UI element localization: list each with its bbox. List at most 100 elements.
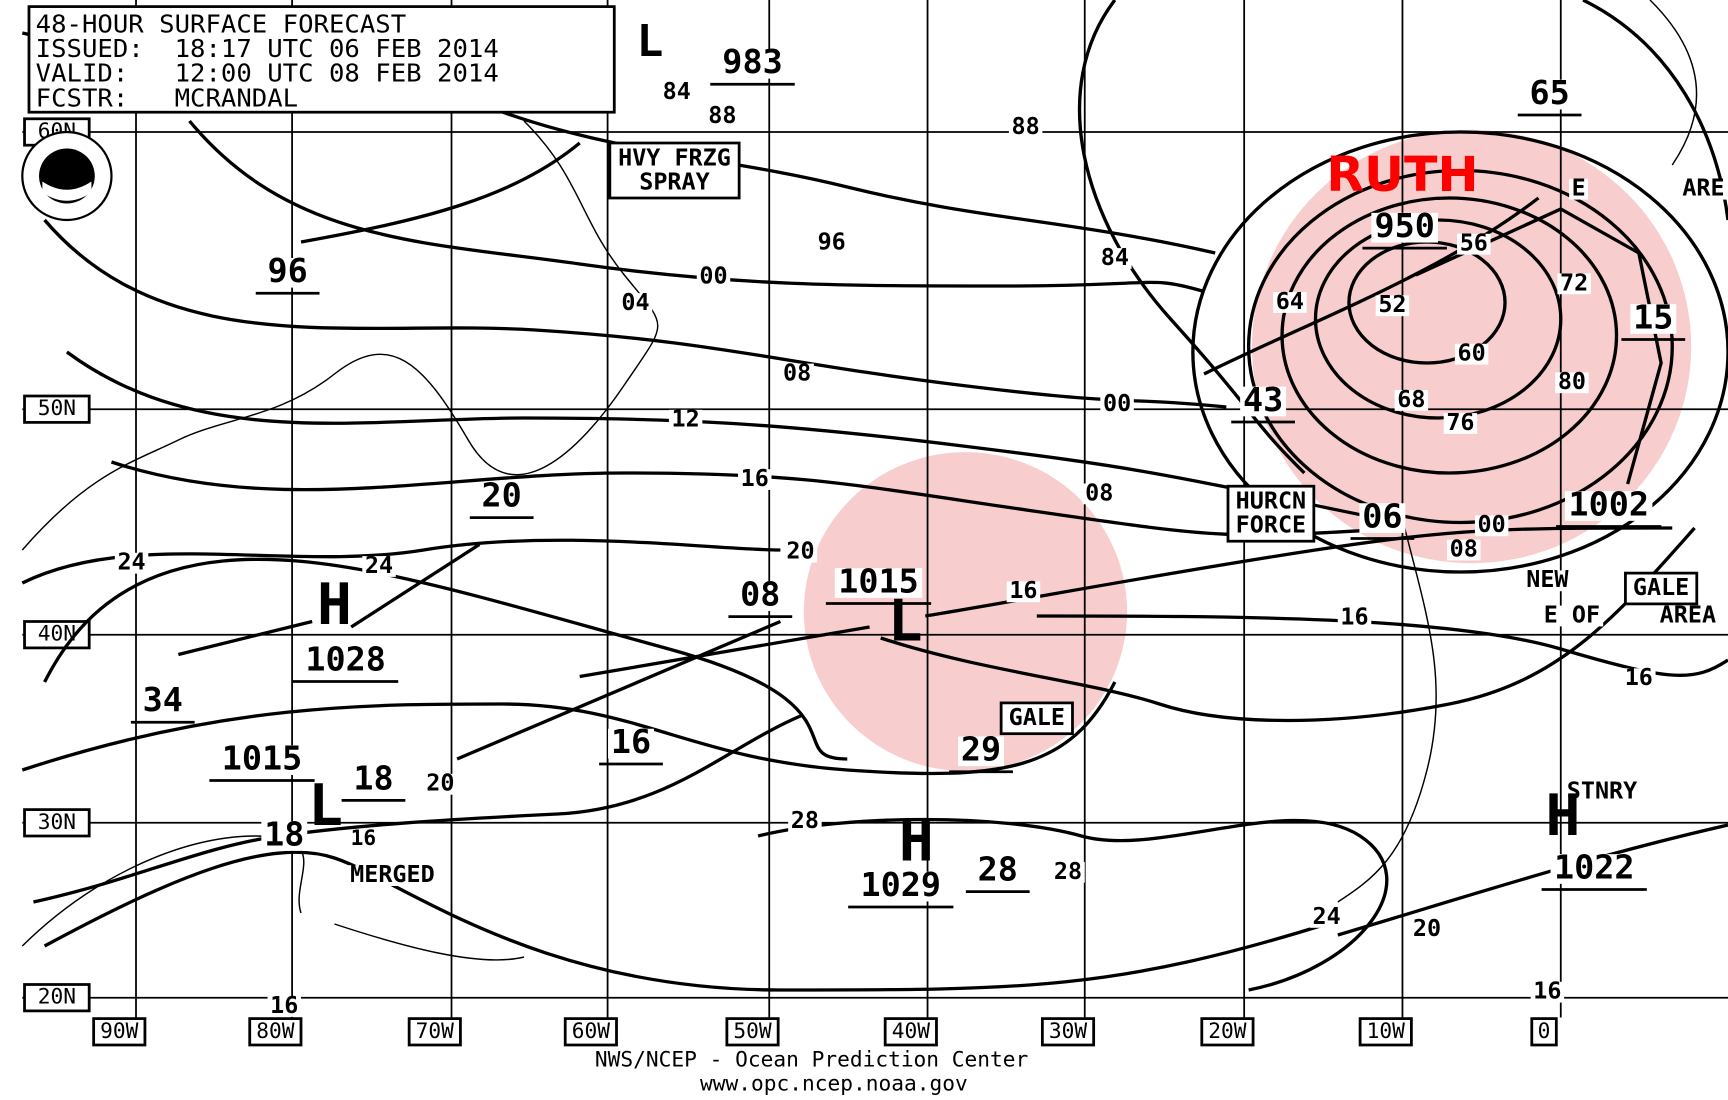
label-halo (348, 829, 379, 849)
label-halo (1555, 372, 1589, 394)
label-halo (1656, 605, 1720, 627)
map-label: 80 (1558, 368, 1586, 395)
map-label: 43 (1243, 380, 1283, 419)
map-label: 20 (786, 538, 814, 565)
label-halo (261, 821, 308, 851)
map-label: MERGED (350, 861, 435, 888)
label-halo (1526, 79, 1573, 110)
label-halo (1523, 570, 1572, 592)
map-label: 76 (1446, 409, 1474, 436)
label-halo (1394, 390, 1429, 411)
map-label: 08 (1085, 479, 1113, 506)
map-label: 15 (1633, 298, 1673, 337)
annotation: GALE (1009, 704, 1065, 731)
label-halo (857, 871, 945, 902)
gale-area (803, 452, 1128, 772)
map-label: 28 (791, 807, 819, 834)
map-label: 1015 (222, 739, 303, 778)
map-label: 00 (1478, 511, 1506, 538)
latitude-label: 20N (38, 984, 76, 1009)
label-halo (1540, 605, 1604, 627)
latitude-label-box (23, 620, 91, 650)
label-halo (1679, 178, 1728, 200)
map-label: 64 (1276, 288, 1304, 315)
label-halo (1273, 292, 1307, 313)
label-halo (1457, 233, 1491, 255)
map-label: 28 (1054, 858, 1082, 885)
map-label: 65 (1529, 73, 1569, 112)
storm-name: RUTH (1326, 147, 1478, 203)
label-halo (696, 266, 731, 288)
latitude-label-box (23, 808, 91, 838)
map-label: 16 (741, 465, 769, 492)
label-halo (814, 232, 849, 254)
label-halo (1622, 668, 1656, 690)
isobars (21, 0, 1728, 992)
label-halo (1375, 295, 1410, 317)
label-halo (1557, 273, 1591, 295)
longitude-label: 30W (1049, 1018, 1088, 1043)
map-label: E (1572, 175, 1586, 202)
annotation: GALE (1633, 574, 1689, 601)
longitude-label: 40W (892, 1018, 931, 1043)
header-line: 48-HOUR SURFACE FORECAST (36, 9, 406, 39)
annotation-box (608, 141, 741, 200)
longitude-label: 50W (733, 1018, 772, 1043)
label-halo (1565, 491, 1653, 521)
label-halo (1563, 781, 1641, 803)
label-halo (1240, 386, 1287, 417)
label-halo (659, 82, 694, 103)
map-label: 06 (1362, 497, 1402, 536)
latitude-label-box (23, 983, 91, 1013)
label-halo (423, 773, 458, 795)
map-label: 16 (1533, 978, 1561, 1005)
label-halo (1447, 539, 1481, 561)
noaa-logo (21, 130, 113, 222)
map-label: 56 (1460, 230, 1488, 257)
longitude-label-box (1200, 1017, 1255, 1047)
label-halo (267, 996, 302, 1017)
map-label: 88 (708, 102, 736, 129)
longitude-label-box (407, 1017, 462, 1047)
map-label: 96 (267, 251, 307, 290)
map-label: 24 (1313, 903, 1341, 930)
map-label: 08 (1450, 536, 1478, 563)
latitude-label-box (23, 394, 91, 424)
label-halo (1630, 304, 1677, 334)
label-halo (1443, 413, 1478, 434)
map-label: 84 (1101, 244, 1129, 271)
label-halo (218, 745, 306, 775)
label-halo (738, 469, 772, 490)
label-halo (618, 293, 653, 314)
annotation: HVY FRZG SPRAY (618, 144, 731, 195)
label-halo (1098, 248, 1132, 269)
map-label: L (308, 772, 343, 839)
label-halo (1530, 981, 1565, 1003)
label-halo (346, 865, 439, 886)
map-label: 1029 (861, 865, 942, 904)
annotation-box (1226, 484, 1316, 543)
label-halo (301, 646, 390, 676)
map-label: 52 (1378, 291, 1406, 318)
label-halo (264, 257, 311, 288)
latitude-label: 50N (38, 395, 76, 420)
label-halo (1337, 607, 1372, 629)
label-halo (1474, 515, 1509, 537)
map-label: 29 (961, 730, 1001, 769)
map-label: 08 (783, 360, 811, 387)
map-label: 1022 (1554, 848, 1635, 887)
map-label: 12 (672, 406, 700, 433)
longitude-label: 0 (1538, 1018, 1551, 1043)
map-label: NEW (1526, 566, 1568, 593)
map-label: 20 (426, 770, 454, 797)
label-halo (608, 728, 654, 759)
map-label: ARE (1682, 175, 1724, 202)
longitude-label-box (1040, 1017, 1096, 1047)
map-label: 1002 (1568, 485, 1649, 524)
map-label: L (637, 16, 664, 67)
label-halo (834, 568, 923, 598)
map-label: 20 (1413, 915, 1441, 942)
